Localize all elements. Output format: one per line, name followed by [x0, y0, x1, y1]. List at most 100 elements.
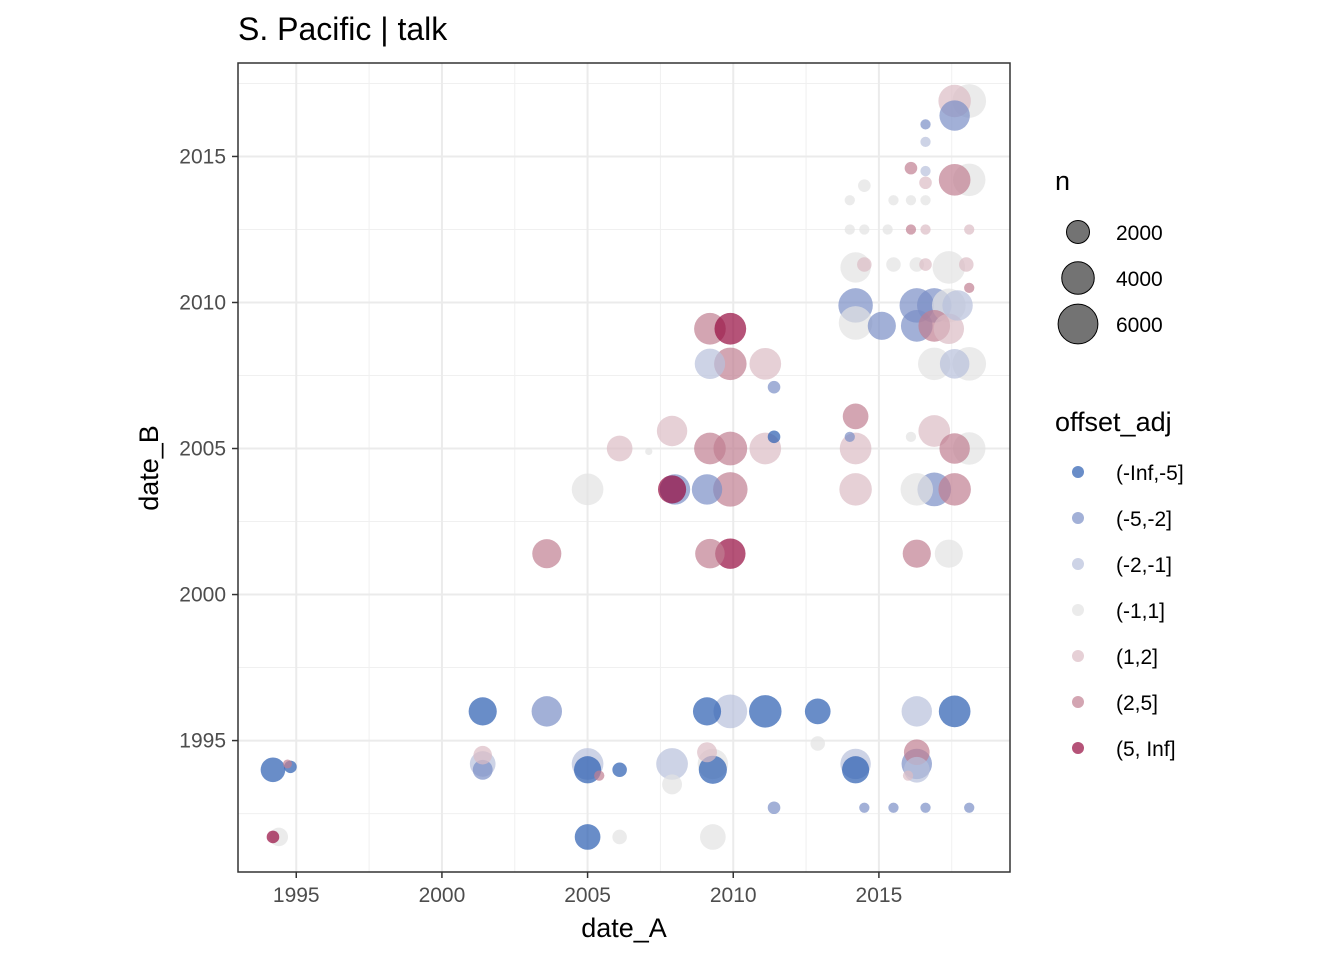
size-legend-key: [1061, 261, 1095, 295]
data-point: [905, 195, 917, 206]
data-point: [920, 802, 931, 813]
data-point: [767, 801, 781, 815]
data-point: [844, 224, 855, 235]
data-point: [713, 472, 748, 507]
x-tick-label: 2015: [856, 884, 903, 907]
y-tick-label: 2015: [179, 145, 226, 168]
data-point: [938, 695, 971, 728]
data-point: [858, 179, 871, 192]
data-point: [859, 802, 870, 813]
color-legend-label: (-2,-1]: [1116, 554, 1172, 577]
data-point: [839, 432, 872, 465]
x-tick-label: 1995: [273, 884, 320, 907]
data-point: [905, 431, 917, 442]
data-point: [938, 473, 971, 506]
data-point: [473, 745, 492, 765]
data-point: [939, 100, 970, 131]
data-point: [810, 736, 825, 751]
y-tick-label: 2000: [179, 584, 226, 607]
data-point: [918, 415, 951, 447]
y-axis-title: date_B: [134, 425, 164, 511]
data-point: [839, 473, 872, 506]
data-point: [942, 290, 973, 321]
data-point: [934, 539, 963, 568]
data-point: [767, 430, 781, 444]
x-tick-label: 2010: [710, 884, 757, 907]
color-legend-label: (-1,1]: [1116, 600, 1165, 623]
x-axis-title: date_A: [581, 913, 667, 943]
data-point: [700, 824, 726, 850]
color-legend-label: (2,5]: [1116, 692, 1158, 715]
x-tick-label: 2005: [564, 884, 611, 907]
data-point: [571, 473, 604, 506]
chart-title: S. Pacific | talk: [238, 11, 448, 47]
color-legend-key: [1072, 466, 1084, 478]
data-point: [714, 312, 747, 345]
size-legend-key: [1066, 220, 1090, 244]
color-legend-label: (-5,-2]: [1116, 508, 1172, 531]
data-point: [882, 224, 893, 235]
data-point: [919, 176, 932, 190]
data-point: [657, 475, 687, 504]
data-point: [939, 349, 970, 379]
data-point: [656, 748, 688, 780]
data-point: [933, 313, 965, 344]
data-point: [919, 258, 932, 271]
data-point: [844, 195, 855, 206]
data-point: [694, 348, 726, 380]
color-legend-label: (-Inf,-5]: [1116, 462, 1184, 485]
data-point: [698, 755, 727, 784]
data-point: [260, 757, 286, 783]
data-point: [844, 431, 855, 442]
color-legend-key: [1072, 604, 1084, 616]
size-legend-label: 4000: [1116, 268, 1163, 291]
data-point: [932, 251, 966, 284]
color-legend-key: [1072, 558, 1084, 570]
data-point: [695, 538, 725, 569]
data-point: [920, 195, 931, 206]
data-point: [905, 224, 917, 235]
data-point: [283, 759, 292, 769]
data-point: [886, 257, 901, 272]
size-legend-key: [1057, 303, 1099, 345]
color-legend-key: [1072, 512, 1084, 524]
color-legend-key: [1072, 742, 1084, 754]
data-point: [749, 695, 782, 728]
color-legend-label: (1,2]: [1116, 646, 1158, 669]
size-legend-label: 2000: [1116, 222, 1163, 245]
data-point: [697, 742, 717, 763]
data-point: [939, 433, 970, 464]
color-legend-key: [1072, 696, 1084, 708]
data-point: [901, 696, 932, 727]
data-point: [857, 257, 872, 272]
data-point: [920, 136, 931, 147]
data-point: [694, 432, 726, 465]
data-point: [692, 697, 722, 726]
data-point: [645, 447, 653, 456]
data-point: [964, 282, 975, 294]
data-point: [612, 829, 627, 845]
data-point: [606, 435, 633, 462]
y-tick-label: 1995: [179, 730, 226, 753]
color-legend-key: [1072, 650, 1084, 662]
data-point: [468, 697, 497, 726]
y-tick-label: 2005: [179, 438, 226, 461]
data-point: [888, 802, 899, 813]
data-point: [938, 163, 971, 196]
y-tick-label: 2010: [179, 291, 226, 314]
data-point: [767, 380, 781, 394]
plot-panel: [237, 62, 1011, 873]
data-point: [859, 224, 870, 235]
data-point: [964, 224, 975, 235]
data-point: [691, 474, 723, 505]
data-point: [472, 759, 493, 780]
x-tick-label: 2000: [419, 884, 466, 907]
size-legend: n 2000 4000 6000: [1055, 166, 1163, 345]
data-point: [266, 830, 280, 844]
size-legend-title: n: [1055, 166, 1070, 196]
color-legend-title: offset_adj: [1055, 407, 1172, 437]
data-point: [902, 539, 931, 568]
data-point: [715, 538, 746, 569]
panel-background: [238, 63, 1010, 872]
